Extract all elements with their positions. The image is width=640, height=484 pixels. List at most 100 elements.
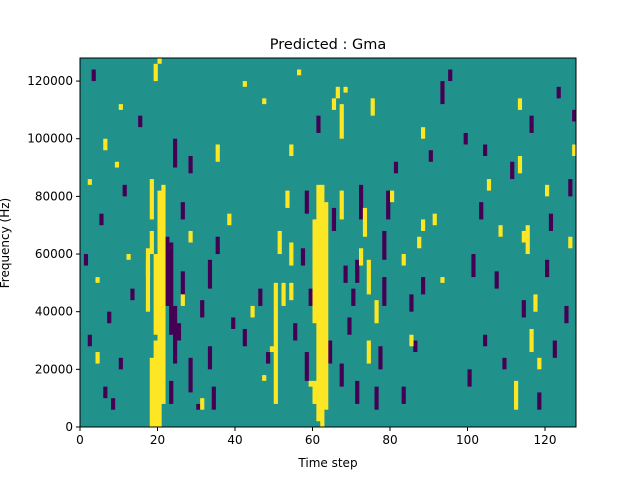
heatmap-cell-high: [316, 184, 321, 422]
heatmap-cell-high: [215, 144, 220, 162]
heatmap-cell-low: [572, 109, 577, 122]
x-tick-label: 120: [534, 433, 557, 447]
heatmap-cell-low: [107, 311, 112, 324]
heatmap-cell-low: [568, 179, 573, 197]
heatmap-cell-low: [180, 271, 185, 295]
heatmap-cell-low: [409, 294, 414, 312]
heatmap-cell-low: [463, 132, 468, 145]
heatmap-cell-low: [173, 305, 178, 364]
heatmap-cell-high: [312, 380, 317, 404]
heatmap-cell-high: [366, 259, 371, 295]
y-tick-label: 20000: [35, 362, 73, 376]
heatmap-cell-high: [273, 282, 278, 404]
heatmap-cell-high: [269, 346, 275, 353]
heatmap-cell-high: [145, 248, 151, 278]
heatmap-cell-high: [297, 69, 302, 76]
heatmap-cell-high: [362, 207, 368, 237]
heatmap-cell-low: [130, 288, 135, 301]
heatmap-cell-high: [486, 179, 492, 191]
heatmap-cell-high: [374, 300, 379, 324]
heatmap-cell-low: [293, 323, 298, 341]
heatmap-cell-low: [428, 150, 433, 162]
heatmap-cell-high: [339, 190, 344, 220]
heatmap-cell-high: [95, 352, 100, 364]
chart-title: Predicted : Gma: [270, 37, 386, 53]
heatmap-cell-low: [421, 277, 426, 295]
heatmap-cell-low: [529, 115, 534, 133]
heatmap-cell-low: [196, 403, 201, 410]
heatmap-cell-low: [304, 352, 309, 381]
heatmap-cell-high: [572, 144, 577, 157]
heatmap-cell-high: [145, 259, 151, 312]
heatmap-cell-low: [347, 317, 352, 335]
heatmap-cell-high: [409, 334, 414, 347]
heatmap-cell-low: [99, 213, 104, 226]
heatmap-cell-low: [537, 392, 542, 410]
heatmap-cell-low: [382, 277, 387, 306]
heatmap-cell-low: [308, 288, 313, 306]
heatmap-cell-high: [161, 184, 166, 404]
heatmap-cell-low: [188, 357, 193, 393]
y-tick-label: 60000: [35, 247, 73, 261]
heatmap-cell-high: [153, 63, 158, 82]
heatmap-cell-low: [231, 317, 236, 329]
heatmap-cell-high: [533, 294, 538, 312]
heatmap-cell-high: [242, 81, 247, 87]
heatmap-cell-high: [281, 282, 286, 306]
heatmap-cell-low: [393, 161, 399, 174]
heatmap-cell-high: [514, 380, 519, 410]
heatmap-cell-high: [517, 98, 523, 110]
heatmap-cell-high: [227, 213, 232, 226]
heatmap-cell-low: [479, 202, 484, 220]
heatmap-cell-low: [180, 202, 185, 220]
x-axis-label: Time step: [297, 456, 357, 470]
heatmap-cell-low: [552, 340, 557, 358]
heatmap-cell-high: [285, 190, 290, 208]
x-axis: 0 20 40 60 80 100 120: [76, 427, 556, 447]
heatmap-cell-high: [149, 230, 154, 255]
heatmap-cell-low: [211, 386, 216, 410]
y-tick-label: 40000: [35, 305, 73, 319]
y-tick-label: 0: [65, 420, 73, 434]
heatmap-cell-low: [343, 265, 348, 283]
heatmap-cell-low: [374, 386, 379, 410]
x-tick-label: 60: [305, 433, 320, 447]
heatmap-cell-high: [250, 305, 255, 318]
heatmap-cell-high: [188, 230, 193, 243]
heatmap-cell-high: [289, 282, 294, 301]
x-tick-label: 100: [456, 433, 479, 447]
heatmap-cell-low: [355, 380, 360, 404]
heatmap-cell-high: [568, 236, 573, 249]
heatmap-cell-high: [421, 127, 426, 139]
x-tick-label: 20: [150, 433, 165, 447]
heatmap-cell-low: [494, 271, 499, 289]
heatmap-cell-low: [176, 323, 182, 341]
heatmap-cell-high: [359, 248, 364, 266]
heatmap-cell-low: [118, 357, 123, 370]
heatmap-cell-high: [153, 254, 158, 335]
heatmap-cell-low: [328, 340, 333, 364]
heatmap-cell-high: [366, 340, 371, 364]
heatmap: [80, 58, 577, 427]
heatmap-cell-low: [331, 207, 337, 231]
heatmap-cell-high: [324, 202, 329, 410]
heatmap-cell-low: [545, 259, 550, 278]
heatmap-cell-high: [103, 138, 108, 151]
heatmap-cell-low: [165, 236, 170, 306]
x-tick-label: 80: [382, 433, 397, 447]
heatmap-cell-low: [188, 156, 193, 174]
heatmap-cell-low: [200, 300, 205, 318]
heatmap-cell-low: [91, 69, 96, 82]
heatmap-cell-low: [300, 248, 306, 266]
y-tick-label: 100000: [27, 132, 73, 146]
heatmap-cell-low: [258, 288, 263, 306]
heatmap-cell-low: [413, 340, 418, 353]
heatmap-cell-high: [149, 179, 154, 220]
heatmap-cell-low: [483, 144, 488, 157]
heatmap-cell-high: [320, 184, 325, 427]
heatmap-cell-low: [103, 386, 108, 399]
heatmap-cell-low: [502, 357, 507, 370]
heatmap-cell-high: [517, 156, 523, 174]
heatmap-cell-high: [126, 254, 131, 260]
